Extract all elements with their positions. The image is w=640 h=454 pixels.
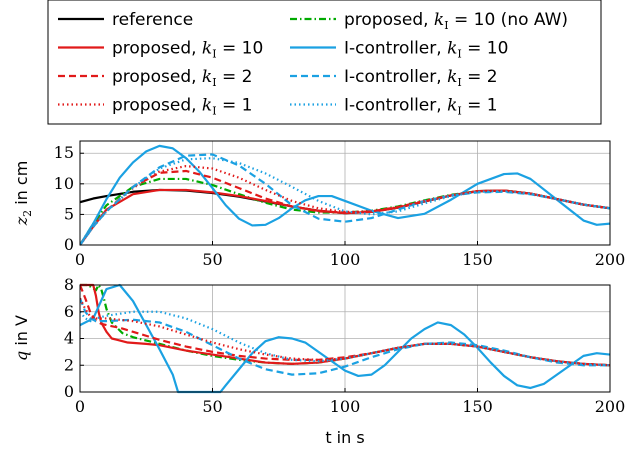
z2-ytick-label-15: 15 [54, 143, 74, 162]
z2-ytick-label-10: 10 [54, 174, 74, 193]
q-ytick-label-8: 8 [64, 275, 74, 294]
plot-z2: 0 50 100 150 200 0 5 10 15 [54, 140, 626, 269]
legend-label-i-controller-ki-10: I-controller, kI = 10 [344, 39, 508, 61]
z2-ytick-label-0: 0 [64, 235, 74, 254]
z2-series-i-controller-ki-10 [80, 144, 610, 246]
q-series-i-controller-ki-10 [80, 283, 610, 394]
q-ytick-label-4: 4 [64, 329, 74, 348]
legend-label-proposed-ki-1: proposed, kI = 1 [112, 96, 252, 118]
z2-xtick-label-150: 150 [462, 250, 493, 269]
legend-label-proposed-ki-2: proposed, kI = 2 [112, 67, 252, 89]
z2-series-i-controller-ki-1 [80, 157, 610, 246]
z2-series-proposed-ki-10-no-aw [80, 177, 610, 246]
q-xtick-label-150: 150 [462, 397, 493, 416]
q-ytick-label-6: 6 [64, 302, 74, 321]
x-axis-label: t in s [325, 428, 364, 447]
y-axis-label-z2: z2 in cm [12, 161, 34, 227]
q-xtick-label-0: 0 [75, 397, 85, 416]
legend-label-proposed-ki-10: proposed, kI = 10 [112, 39, 263, 61]
z2-xtick-label-100: 100 [330, 250, 361, 269]
legend-box [47, 0, 602, 125]
q-xtick-label-200: 200 [595, 397, 626, 416]
z2-xtick-label-0: 0 [75, 250, 85, 269]
plot-q: 0 50 100 150 200 0 2 4 6 8 [64, 275, 625, 416]
q-ytick-label-2: 2 [64, 355, 74, 374]
y-axis-label-q: q in V [12, 315, 31, 361]
q-xtick-label-100: 100 [330, 397, 361, 416]
z2-xtick-label-200: 200 [595, 250, 626, 269]
z2-ytick-label-5: 5 [64, 204, 74, 223]
legend-label-i-controller-ki-1: I-controller, kI = 1 [344, 96, 498, 118]
z2-xtick-label-50: 50 [202, 250, 222, 269]
legend: reference proposed, kI = 10 (no AW) propos… [47, 0, 602, 125]
legend-label-reference: reference [112, 10, 193, 30]
legend-label-proposed-ki-10-no-aw: proposed, kI = 10 (no AW) [344, 10, 568, 32]
legend-label-i-controller-ki-2: I-controller, kI = 2 [344, 67, 498, 89]
q-ytick-label-0: 0 [64, 382, 74, 401]
q-xtick-label-50: 50 [202, 397, 222, 416]
q-series-proposed-ki-1 [80, 297, 610, 367]
q-series-proposed-ki-2 [80, 284, 610, 367]
q-series-i-controller-ki-1 [80, 310, 610, 367]
z2-series-proposed-ki-1 [80, 164, 610, 246]
